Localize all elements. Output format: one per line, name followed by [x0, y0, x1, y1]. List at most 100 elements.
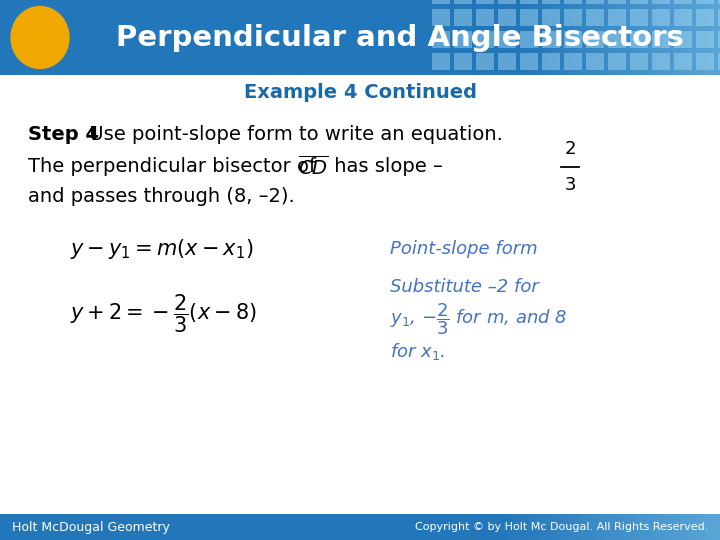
Bar [565, 0, 566, 75]
Text: $\overline{CD}$: $\overline{CD}$ [298, 155, 328, 179]
Bar [642, 0, 643, 75]
Bar [718, 0, 720, 4]
Bar [637, 0, 638, 75]
Bar [661, 0, 662, 75]
Bar [526, 514, 528, 540]
Bar [647, 0, 648, 75]
Bar [501, 514, 503, 540]
Bar [624, 514, 626, 540]
Bar [609, 514, 610, 540]
Bar [614, 0, 615, 75]
Bar [618, 0, 619, 75]
Text: for $x_1$.: for $x_1$. [390, 341, 445, 362]
Bar [595, 514, 597, 540]
Bar [580, 514, 582, 540]
Bar [535, 0, 536, 75]
Bar [562, 0, 563, 75]
Bar [568, 0, 569, 75]
Bar [545, 0, 546, 75]
Bar [574, 514, 575, 540]
Bar [542, 31, 560, 48]
Text: Example 4 Continued: Example 4 Continued [243, 84, 477, 103]
Bar [572, 514, 574, 540]
Bar [709, 514, 710, 540]
Bar [696, 31, 714, 48]
Text: $y - y_1 = m(x - x_1)$: $y - y_1 = m(x - x_1)$ [70, 237, 253, 261]
Bar [528, 514, 530, 540]
Bar [536, 0, 537, 75]
Bar [591, 0, 592, 75]
Text: $y + 2 = -\dfrac{2}{3}(x - 8)$: $y + 2 = -\dfrac{2}{3}(x - 8)$ [70, 293, 256, 335]
Bar [522, 514, 523, 540]
Bar [476, 0, 494, 4]
Bar [563, 514, 564, 540]
Bar [713, 0, 714, 75]
Bar [432, 31, 450, 48]
Bar [500, 514, 501, 540]
Bar [699, 514, 701, 540]
Bar [660, 0, 661, 75]
Bar [0, 0, 720, 75]
Bar [543, 0, 544, 75]
Text: Copyright © by Holt Mc Dougal. All Rights Reserved.: Copyright © by Holt Mc Dougal. All Right… [415, 522, 708, 532]
Bar [527, 0, 528, 75]
Bar [641, 0, 642, 75]
Bar [513, 514, 514, 540]
Bar [598, 514, 599, 540]
Bar [611, 514, 612, 540]
Bar [577, 514, 578, 540]
Bar [544, 514, 545, 540]
Bar [701, 514, 703, 540]
Bar [718, 9, 720, 26]
Bar [569, 0, 570, 75]
Bar [549, 0, 550, 75]
Bar [667, 514, 668, 540]
Bar [524, 514, 526, 540]
Bar [643, 514, 644, 540]
Bar [603, 514, 605, 540]
Bar [589, 514, 590, 540]
Bar [666, 514, 667, 540]
Bar [640, 0, 641, 75]
Bar [687, 0, 688, 75]
Bar [588, 514, 589, 540]
Bar [683, 0, 684, 75]
Bar [708, 514, 709, 540]
Bar [688, 0, 689, 75]
Bar [630, 53, 648, 70]
Bar [628, 514, 629, 540]
Bar [696, 0, 714, 4]
Bar [535, 514, 536, 540]
Bar [649, 514, 651, 540]
Bar [613, 514, 614, 540]
Bar [607, 0, 608, 75]
Bar [668, 0, 669, 75]
Bar [676, 0, 677, 75]
Bar [520, 53, 538, 70]
Bar [620, 514, 621, 540]
Bar [553, 514, 554, 540]
Bar [653, 0, 654, 75]
Bar [642, 514, 643, 540]
Bar [524, 0, 525, 75]
Bar [620, 0, 621, 75]
Bar [630, 514, 631, 540]
Bar [660, 514, 661, 540]
Bar [686, 514, 687, 540]
Bar [717, 0, 718, 75]
Bar [708, 0, 709, 75]
Bar [696, 53, 714, 70]
Bar [572, 0, 573, 75]
Bar [646, 0, 647, 75]
Bar [696, 9, 714, 26]
Bar [599, 0, 600, 75]
Bar [711, 514, 712, 540]
Bar [630, 9, 648, 26]
Bar [553, 0, 554, 75]
Bar [541, 514, 543, 540]
Text: Use point-slope form to write an equation.: Use point-slope form to write an equatio… [83, 125, 503, 145]
Bar [675, 0, 676, 75]
Bar [633, 0, 634, 75]
Bar [564, 514, 565, 540]
Bar [710, 514, 711, 540]
